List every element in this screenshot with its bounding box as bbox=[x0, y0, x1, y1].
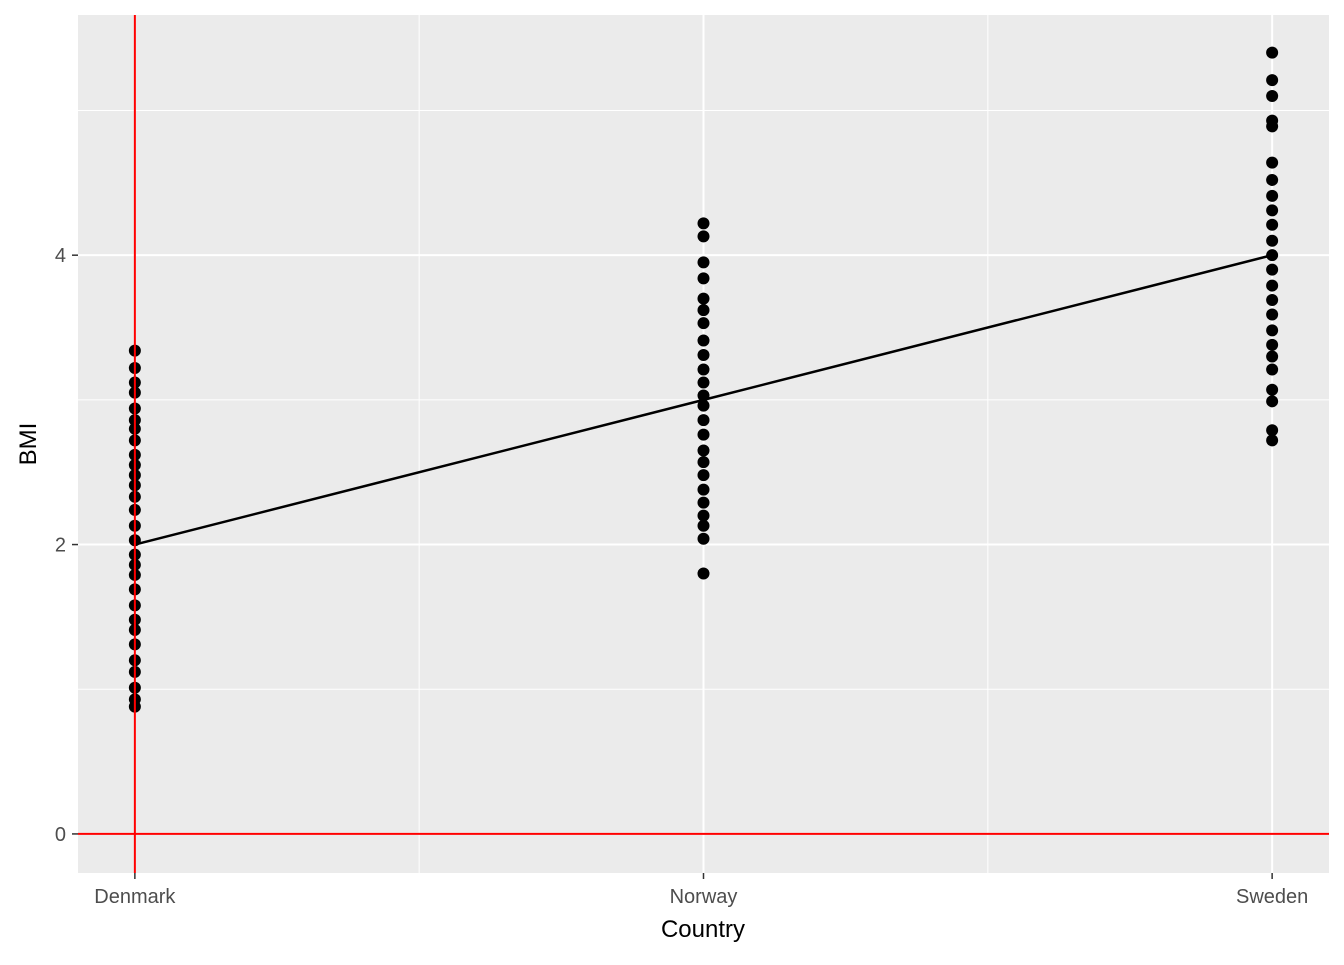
point bbox=[1266, 263, 1279, 276]
point bbox=[697, 532, 710, 545]
point bbox=[1266, 294, 1279, 307]
x-tick-label: Sweden bbox=[1236, 886, 1308, 908]
y-tick-label: 0 bbox=[55, 824, 66, 846]
point bbox=[1266, 218, 1279, 231]
point bbox=[697, 399, 710, 412]
point bbox=[1266, 173, 1279, 186]
point bbox=[1266, 74, 1279, 87]
y-axis-title: BMI bbox=[15, 423, 42, 466]
y-tick-label: 4 bbox=[55, 245, 66, 267]
point bbox=[1266, 189, 1279, 202]
point bbox=[1266, 395, 1279, 408]
x-tick-label: Norway bbox=[670, 886, 738, 908]
point bbox=[1266, 338, 1279, 351]
point bbox=[1266, 279, 1279, 292]
point bbox=[697, 376, 710, 389]
point bbox=[1266, 424, 1279, 437]
point bbox=[697, 428, 710, 441]
point bbox=[697, 304, 710, 317]
point bbox=[697, 349, 710, 362]
point bbox=[1266, 234, 1279, 247]
point bbox=[1266, 434, 1279, 447]
point bbox=[697, 363, 710, 376]
point bbox=[1266, 324, 1279, 337]
y-tick-label: 2 bbox=[55, 535, 66, 557]
point bbox=[697, 414, 710, 427]
point bbox=[1266, 156, 1279, 169]
point bbox=[1266, 120, 1279, 133]
x-tick-label: Denmark bbox=[94, 886, 176, 908]
point bbox=[1266, 46, 1279, 59]
point bbox=[697, 519, 710, 532]
point bbox=[697, 456, 710, 469]
point bbox=[697, 256, 710, 269]
x-axis-title: Country bbox=[661, 916, 745, 943]
point bbox=[1266, 308, 1279, 321]
point bbox=[697, 334, 710, 347]
point bbox=[697, 483, 710, 496]
point bbox=[697, 509, 710, 522]
point bbox=[697, 217, 710, 230]
point bbox=[697, 272, 710, 285]
mean-line bbox=[134, 253, 1273, 546]
point bbox=[1266, 90, 1279, 103]
point bbox=[697, 567, 710, 580]
point bbox=[697, 230, 710, 243]
point bbox=[1266, 350, 1279, 363]
point bbox=[1266, 383, 1279, 396]
point bbox=[1266, 363, 1279, 376]
point bbox=[697, 317, 710, 330]
point bbox=[697, 469, 710, 482]
point bbox=[697, 496, 710, 509]
point bbox=[697, 444, 710, 457]
point bbox=[1266, 204, 1279, 217]
point bbox=[697, 292, 710, 305]
